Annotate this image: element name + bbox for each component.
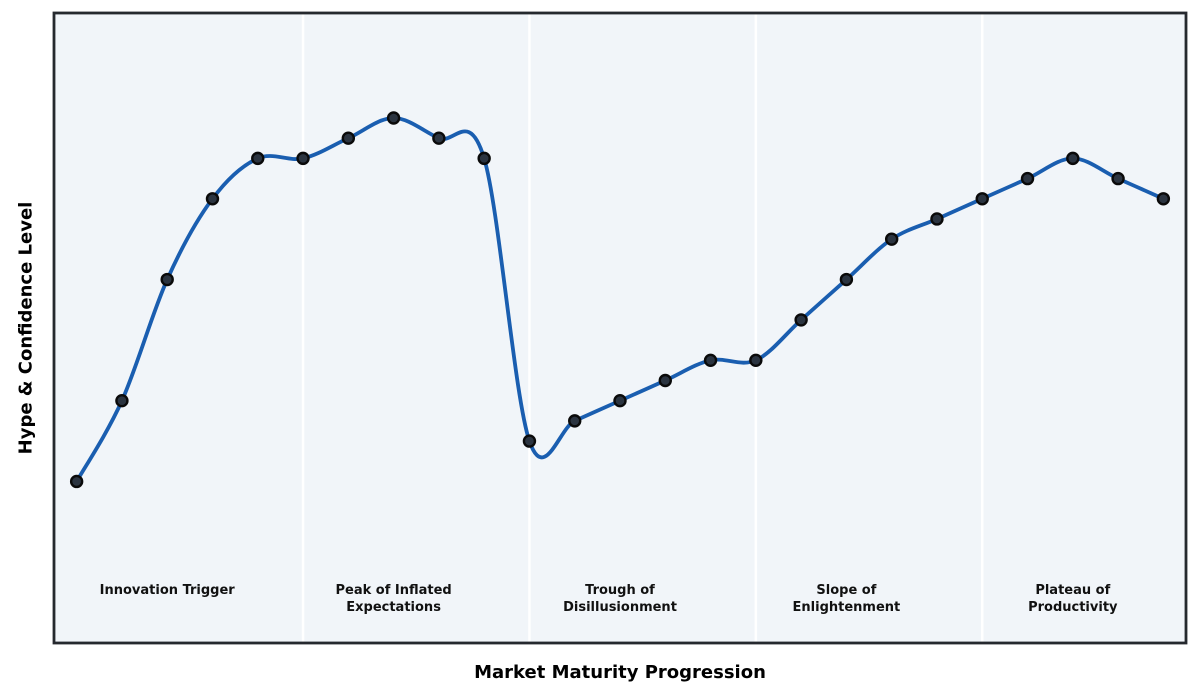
phase-label-peak-of-inflated-expectations: Peak of Inflated Expectations (335, 582, 451, 616)
data-point-marker (522, 434, 537, 448)
data-point-marker (1066, 151, 1080, 166)
phase-label-line: Expectations (346, 600, 441, 615)
phase-label-line: Enlightenment (792, 600, 901, 615)
phase-label-line: Disillusionment (563, 600, 677, 615)
phase-label-line: Innovation Trigger (99, 583, 235, 598)
data-point-marker (658, 373, 672, 388)
data-point-marker (341, 131, 356, 145)
data-point-marker (613, 393, 627, 408)
data-point-marker (69, 474, 84, 489)
data-point-marker (794, 313, 808, 327)
data-point-marker (839, 272, 854, 287)
y-axis-label: Hype & Confidence Level (15, 201, 37, 455)
phase-label-innovation-trigger: Innovation Trigger (100, 582, 235, 599)
phase-label-line: Peak of Inflated (335, 583, 452, 598)
data-point-marker (1020, 171, 1035, 186)
data-point-marker (251, 151, 265, 166)
phase-label-line: Productivity (1028, 600, 1118, 615)
data-point-marker (477, 151, 491, 166)
data-point-marker (115, 393, 129, 408)
data-point-marker (160, 272, 174, 287)
data-point-marker (975, 192, 989, 206)
data-point-marker (749, 353, 763, 368)
plot-area (54, 13, 1186, 643)
data-point-marker (205, 192, 220, 206)
phase-label-trough-of-disillusionment: Trough of Disillusionment (563, 582, 677, 616)
x-axis-label: Market Maturity Progression (474, 662, 766, 683)
data-point-marker (884, 232, 899, 246)
phase-label-line: Plateau of (1035, 583, 1111, 598)
phase-label-line: Trough of (585, 583, 655, 598)
data-point-marker (703, 353, 718, 368)
data-point-marker (1111, 171, 1125, 186)
data-point-marker (930, 212, 944, 226)
data-point-marker (432, 131, 446, 145)
phase-label-plateau-of-productivity: Plateau of Productivity (1028, 582, 1117, 616)
data-point-marker (296, 151, 310, 166)
plot-border (52, 11, 1188, 645)
data-point-marker (1156, 192, 1171, 206)
data-point-marker (568, 414, 582, 428)
phase-label-line: Slope of (816, 583, 877, 598)
data-point-marker (386, 111, 401, 125)
phase-label-slope-of-enlightenment: Slope of Enlightenment (793, 582, 901, 616)
